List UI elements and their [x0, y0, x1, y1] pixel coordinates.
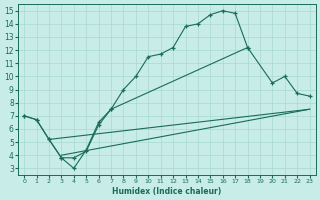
X-axis label: Humidex (Indice chaleur): Humidex (Indice chaleur)	[112, 187, 221, 196]
